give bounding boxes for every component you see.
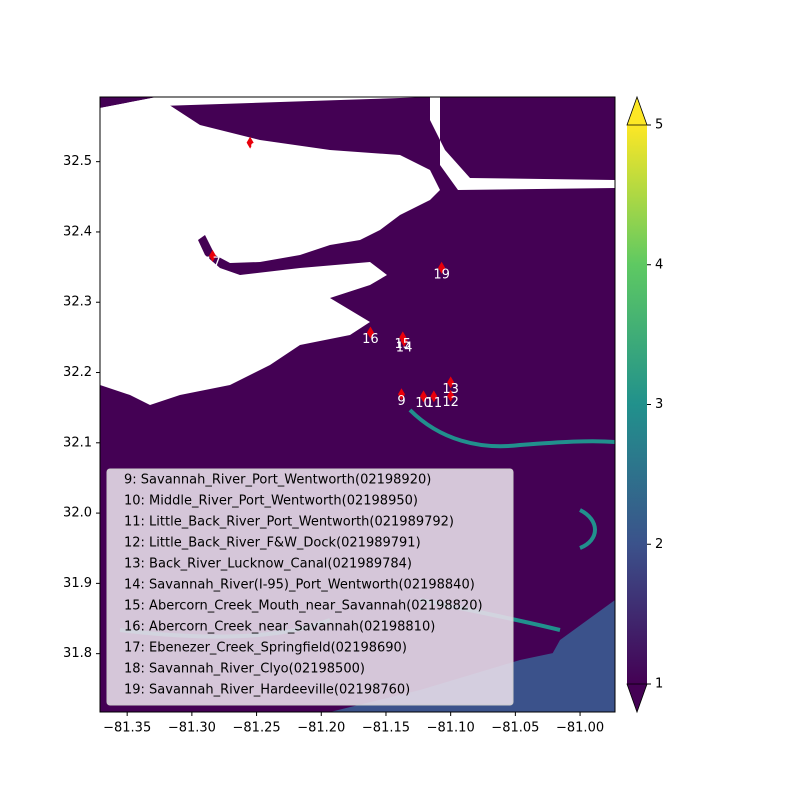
x-tick-label: −81.15 bbox=[362, 721, 410, 736]
station-label: 15 bbox=[395, 337, 412, 352]
legend-entry: 18: Savannah_River_Clyo(02198500) bbox=[124, 662, 365, 677]
legend-entry: 16: Abercorn_Creek_near_Savannah(0219881… bbox=[124, 620, 435, 635]
y-tick-label: 32.3 bbox=[63, 295, 92, 310]
x-tick-label: −81.00 bbox=[556, 721, 604, 736]
legend-entry: 15: Abercorn_Creek_Mouth_near_Savannah(0… bbox=[124, 599, 483, 614]
station-marker bbox=[209, 249, 217, 262]
station-label: 17 bbox=[204, 255, 221, 270]
station-label: 14 bbox=[396, 340, 413, 355]
y-tick-label: 32.0 bbox=[63, 506, 92, 521]
x-tick-label: −81.10 bbox=[427, 721, 475, 736]
legend-entry: 10: Middle_River_Port_Wentworth(02198950… bbox=[124, 494, 418, 509]
y-tick-label: 32.1 bbox=[63, 435, 92, 450]
y-tick-label: 31.9 bbox=[63, 576, 92, 591]
station-label: 13 bbox=[442, 382, 459, 397]
station-marker bbox=[447, 376, 455, 389]
legend-entry: 9: Savannah_River_Port_Wentworth(0219892… bbox=[124, 473, 431, 488]
x-tick-label: −81.25 bbox=[233, 721, 281, 736]
legend-entry: 11: Little_Back_River_Port_Wentworth(021… bbox=[124, 515, 454, 530]
axes-frame bbox=[99, 96, 616, 713]
legend-entry: 19: Savannah_River_Hardeeville(02198760) bbox=[124, 683, 410, 698]
station-marker bbox=[397, 388, 405, 401]
colorbar-tick-label: 1 bbox=[655, 677, 663, 692]
station-marker bbox=[399, 331, 407, 344]
station-label: 16 bbox=[362, 332, 379, 347]
river bbox=[119, 408, 615, 639]
legend-entry: 12: Little_Back_River_F&W_Dock(021989791… bbox=[124, 536, 421, 551]
colorbar-body bbox=[627, 125, 647, 684]
station-marker bbox=[430, 390, 438, 403]
land bbox=[100, 97, 615, 190]
station-label: 18 bbox=[242, 142, 259, 157]
legend bbox=[106, 468, 514, 706]
legend-entry: 17: Ebenezer_Creek_Springfield(02198690) bbox=[124, 641, 407, 656]
y-tick-label: 31.8 bbox=[63, 646, 92, 661]
y-tick-label: 32.2 bbox=[63, 365, 92, 380]
legend-entry: 13: Back_River_Lucknow_Canal(021989784) bbox=[124, 557, 412, 572]
station-label: 12 bbox=[442, 395, 459, 410]
legend-box bbox=[106, 468, 514, 706]
y-tick-label: 32.5 bbox=[63, 154, 92, 169]
colorbar-extend bbox=[626, 95, 648, 126]
x-tick-label: −81.20 bbox=[297, 721, 345, 736]
station-marker bbox=[246, 136, 254, 149]
colorbar-tick-label: 3 bbox=[655, 397, 663, 412]
colorbar-extend bbox=[626, 683, 648, 714]
station-label: 10 bbox=[415, 396, 432, 411]
land bbox=[100, 97, 440, 405]
station-marker bbox=[419, 390, 427, 403]
y-tick-label: 32.4 bbox=[63, 224, 92, 239]
colorbar-tick-label: 4 bbox=[655, 257, 663, 272]
colorbar-tick-label: 5 bbox=[655, 118, 663, 133]
station-marker bbox=[438, 261, 446, 274]
station-label: 9 bbox=[397, 394, 405, 409]
x-tick-label: −81.30 bbox=[168, 721, 216, 736]
x-tick-label: −81.05 bbox=[491, 721, 539, 736]
station-label: 19 bbox=[433, 267, 450, 282]
colorbar-tick-label: 2 bbox=[655, 537, 663, 552]
station-marker bbox=[447, 389, 455, 402]
legend-entry: 14: Savannah_River(I-95)_Port_Wentworth(… bbox=[124, 578, 475, 593]
colorbar bbox=[626, 95, 648, 714]
station-marker bbox=[366, 326, 374, 339]
x-tick-label: −81.35 bbox=[103, 721, 151, 736]
field-high bbox=[330, 600, 615, 712]
station-label: 11 bbox=[426, 396, 443, 411]
